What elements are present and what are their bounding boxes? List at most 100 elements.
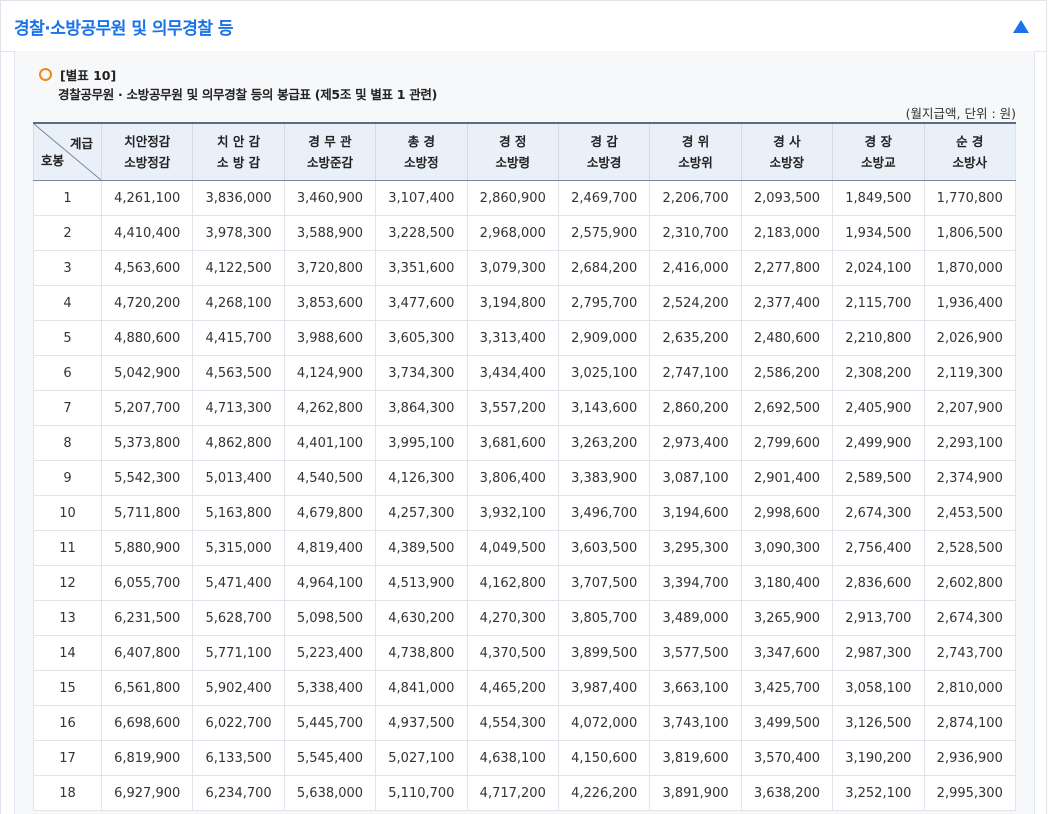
column-header: 순 경 소방사 (923, 122, 1017, 181)
salary-cell: 2,310,700 (649, 215, 742, 251)
salary-cell: 6,927,900 (100, 775, 193, 811)
salary-cell: 2,480,600 (740, 320, 833, 356)
column-header-line2: 소방정 (404, 155, 439, 170)
salary-cell: 5,098,500 (283, 600, 376, 636)
salary-cell: 2,973,400 (649, 425, 742, 461)
step-cell: 11 (33, 530, 102, 566)
table-row: 9 5,542,300 5,013,400 4,540,500 4,126,300 3,8… (33, 460, 1017, 496)
salary-cell: 6,055,700 (100, 565, 193, 601)
salary-cell: 4,513,900 (375, 565, 468, 601)
salary-cell: 2,207,900 (923, 390, 1017, 426)
salary-cell: 5,042,900 (100, 355, 193, 391)
salary-cell: 3,194,600 (649, 495, 742, 531)
column-header-line2: 소방경 (586, 155, 622, 170)
salary-cell: 3,394,700 (649, 565, 742, 601)
table-subtitle: 경찰공무원 · 소방공무원 및 의무경찰 등의 봉급표 (제5조 및 별표 1 … (58, 87, 438, 102)
salary-cell: 3,263,200 (557, 425, 650, 461)
salary-cell: 2,528,500 (923, 530, 1017, 566)
table-row: 3 4,563,600 4,122,500 3,720,800 3,351,600 3,0… (33, 250, 1017, 286)
salary-cell: 2,799,600 (740, 425, 833, 461)
table-row: 8 5,373,800 4,862,800 4,401,100 3,995,100 3,6… (33, 425, 1017, 461)
column-header: 경 장 소방교 (832, 122, 925, 181)
salary-cell: 5,315,000 (192, 530, 285, 566)
salary-cell: 2,913,700 (832, 600, 925, 636)
salary-cell: 3,383,900 (557, 460, 650, 496)
salary-cell: 2,524,200 (649, 285, 742, 321)
salary-cell: 3,891,900 (649, 775, 742, 811)
table-row: 1 4,261,100 3,836,000 3,460,900 3,107,400 2,8… (33, 180, 1017, 216)
salary-cell: 2,308,200 (832, 355, 925, 391)
step-cell: 9 (33, 460, 102, 496)
salary-cell: 5,880,900 (100, 530, 193, 566)
salary-cell: 4,819,400 (283, 530, 376, 566)
salary-cell: 2,909,000 (557, 320, 650, 356)
table-row: 17 6,819,900 6,133,500 5,545,400 5,027,100 4,… (33, 740, 1017, 776)
salary-cell: 5,373,800 (100, 425, 193, 461)
salary-cell: 4,554,300 (466, 705, 559, 741)
triangle-up-icon (1013, 19, 1029, 33)
step-cell: 12 (33, 565, 102, 601)
salary-cell: 3,058,100 (832, 670, 925, 706)
salary-cell: 2,093,500 (740, 180, 833, 216)
salary-cell: 6,698,600 (100, 705, 193, 741)
salary-cell: 2,968,000 (466, 215, 559, 251)
salary-cell: 4,124,900 (283, 355, 376, 391)
column-header-line2: 소방준감 (306, 155, 353, 170)
salary-cell: 3,681,600 (466, 425, 559, 461)
salary-cell: 2,183,000 (740, 215, 833, 251)
salary-cell: 4,630,200 (375, 600, 468, 636)
salary-cell: 2,026,900 (923, 320, 1017, 356)
salary-cell: 3,190,200 (832, 740, 925, 776)
salary-cell: 2,987,300 (832, 635, 925, 671)
step-cell: 14 (33, 635, 102, 671)
table-row: 4 4,720,200 4,268,100 3,853,600 3,477,600 3,1… (33, 285, 1017, 321)
column-header-line1: 치안정감 (124, 134, 171, 149)
salary-cell: 3,434,400 (466, 355, 559, 391)
salary-cell: 3,489,000 (649, 600, 742, 636)
column-header: 치안정감 소방정감 (100, 122, 193, 181)
salary-cell: 2,860,900 (466, 180, 559, 216)
salary-cell: 5,902,400 (192, 670, 285, 706)
salary-cell: 4,717,200 (466, 775, 559, 811)
salary-cell: 3,988,600 (283, 320, 376, 356)
salary-cell: 3,588,900 (283, 215, 376, 251)
salary-cell: 2,499,900 (832, 425, 925, 461)
step-cell: 5 (33, 320, 102, 356)
salary-cell: 3,347,600 (740, 635, 833, 671)
column-header: 경 감 소방경 (557, 122, 650, 181)
salary-cell: 4,563,500 (192, 355, 285, 391)
table-row: 16 6,698,600 6,022,700 5,445,700 4,937,500 4,… (33, 705, 1017, 741)
salary-cell: 3,180,400 (740, 565, 833, 601)
collapse-button[interactable] (1010, 15, 1032, 37)
salary-cell: 4,049,500 (466, 530, 559, 566)
salary-cell: 2,810,000 (923, 670, 1017, 706)
salary-cell: 3,143,600 (557, 390, 650, 426)
salary-cell: 2,575,900 (557, 215, 650, 251)
circle-bullet-icon (39, 68, 52, 81)
column-header-line1: 경 위 (681, 134, 710, 149)
salary-cell: 4,410,400 (100, 215, 193, 251)
corner-step-label: 호봉 (41, 153, 65, 168)
column-header-line1: 경 무 관 (308, 134, 352, 149)
salary-cell: 2,589,500 (832, 460, 925, 496)
salary-cell: 2,743,700 (923, 635, 1017, 671)
accordion-header[interactable]: 경찰·소방공무원 및 의무경찰 등 (1, 1, 1046, 52)
column-header-line1: 경 사 (773, 134, 801, 149)
salary-cell: 4,401,100 (283, 425, 376, 461)
salary-cell: 5,338,400 (283, 670, 376, 706)
salary-cell: 5,027,100 (375, 740, 468, 776)
salary-cell: 5,771,100 (192, 635, 285, 671)
salary-cell: 2,602,800 (923, 565, 1017, 601)
salary-cell: 4,162,800 (466, 565, 559, 601)
salary-cell: 2,635,200 (649, 320, 742, 356)
table-row: 14 6,407,800 5,771,100 5,223,400 4,738,800 4,… (33, 635, 1017, 671)
salary-cell: 3,978,300 (192, 215, 285, 251)
salary-cell: 4,720,200 (100, 285, 193, 321)
salary-cell: 1,936,400 (923, 285, 1017, 321)
salary-cell: 2,747,100 (649, 355, 742, 391)
salary-cell: 3,025,100 (557, 355, 650, 391)
diagonal-divider (34, 124, 101, 180)
